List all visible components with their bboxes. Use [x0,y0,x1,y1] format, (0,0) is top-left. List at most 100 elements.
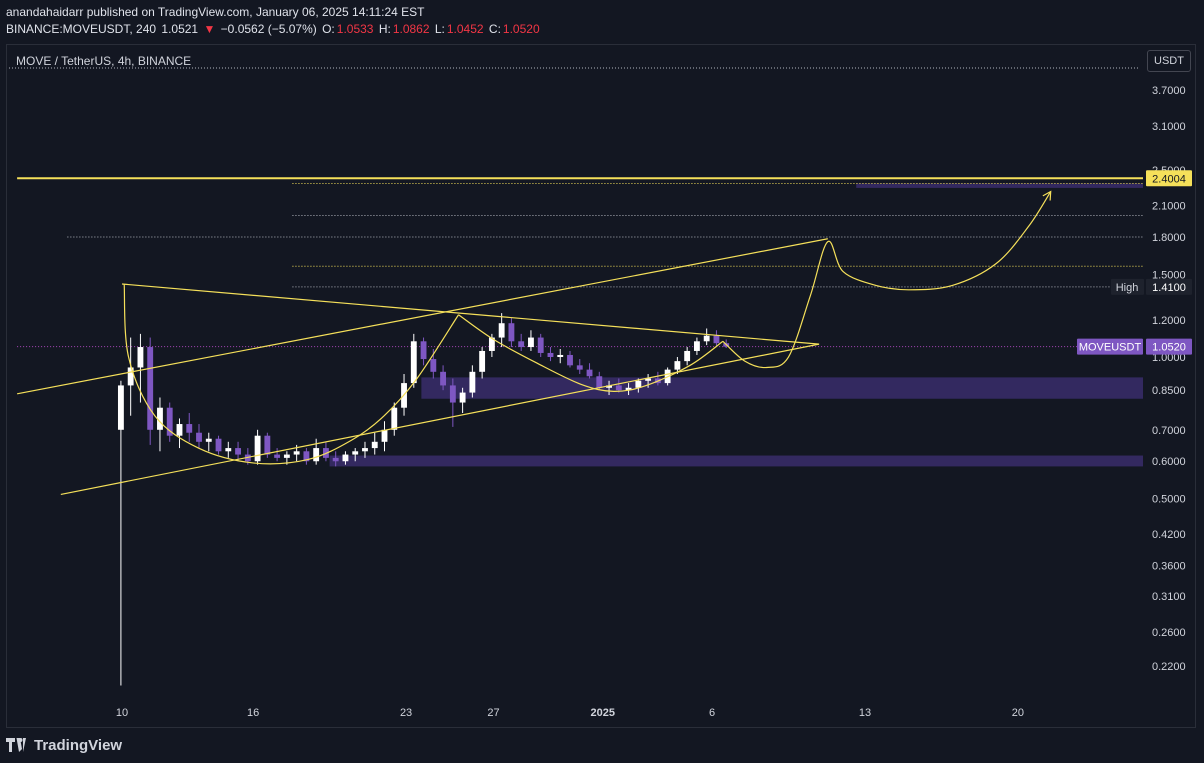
close-value: 1.0520 [502,22,540,36]
candle-body [528,337,534,348]
candle-body [264,435,271,455]
candle-body [127,367,134,386]
x-tick-label: 10 [116,707,128,719]
candle-body [576,365,583,370]
high-value: 1.0862 [392,22,430,36]
candle-body [684,350,691,362]
last-price: 1.0521 [161,22,199,36]
candle-body [196,432,202,442]
candle-body [117,385,124,430]
candle-body [274,454,281,458]
candle-body [557,354,564,358]
high-label-badge [1111,278,1144,295]
chart-title: MOVE / TetherUS, 4h, BINANCE [16,54,192,68]
candle-body [645,378,652,381]
y-tick-label: 0.6000 [1152,456,1186,468]
publish-header: anandahaidarr published on TradingView.c… [0,0,1204,44]
symbol-label: BINANCE:MOVEUSDT, 240 [6,22,157,36]
open-value: 1.0533 [336,22,374,36]
candle-body [352,451,359,455]
candle-body [293,451,300,455]
candle-body [215,438,222,452]
target-price-value: 2.4004 [1152,173,1186,185]
high-price-badge [1146,278,1192,295]
y-tick-label: 2.1000 [1152,201,1186,213]
candle-body [537,337,544,353]
candle-body [615,385,622,391]
candle-body [147,347,154,430]
candle-body [362,448,368,452]
open-label: O: [322,22,335,36]
x-tick-label: 27 [487,707,499,719]
candle-body [391,407,398,430]
ohlc-line: BINANCE:MOVEUSDT, 240 1.0521 ▼ −0.0562 (… [6,22,542,36]
candle-body [693,341,700,351]
candle-body [508,323,515,342]
tradingview-logo-icon [6,738,26,752]
candle-body [137,347,144,368]
candle-body [625,387,632,391]
y-tick-label: 0.3100 [1152,591,1186,603]
candle-body [479,350,486,372]
candle-body [703,335,710,342]
projection-curve-1 [458,314,724,392]
y-tick-label: 3.7000 [1152,85,1186,97]
symbol-badge-label: MOVEUSDT [1079,342,1142,354]
tradingview-logo: TradingView [6,735,122,755]
candle-body [371,441,378,449]
x-tick-label: 23 [400,707,412,719]
zone-0 [421,377,1143,399]
candle-body [166,407,173,436]
trend-line-1 [60,343,820,496]
high-label: High [1116,282,1139,294]
candle-body [410,341,417,384]
candle-body [635,380,642,388]
y-tick-label: 0.7000 [1152,425,1186,437]
y-tick-label: 0.2200 [1152,661,1186,673]
symbol-badge [1077,338,1143,355]
y-tick-label: 0.3600 [1152,560,1186,572]
y-tick-label: 3.1000 [1152,121,1186,133]
candle-body [313,448,320,462]
candle-body [157,407,163,430]
x-tick-label: 20 [1012,707,1024,719]
currency-button[interactable]: USDT [1147,50,1191,72]
candle-body [283,454,290,458]
target-price-badge [1146,170,1192,187]
high-price-value: 1.4100 [1152,282,1186,294]
candle-body [459,392,466,403]
candle-body [430,359,437,372]
candle-body [674,361,681,370]
candle-body [254,435,261,462]
candle-body [498,323,505,338]
candle-body [567,354,573,366]
candle-body [586,369,593,377]
y-tick-label: 1.5000 [1152,269,1186,281]
zone-1 [329,455,1143,467]
price-change: −0.0562 (−5.07%) [220,22,317,36]
candle-body [303,451,310,462]
candle-body [713,335,720,344]
candle-body [176,424,183,436]
candle-body [606,385,612,388]
down-arrow-icon: ▼ [203,22,216,36]
candle-body [547,352,554,358]
x-tick-label: 6 [709,707,715,719]
close-label: C: [488,22,501,36]
candle-body [449,385,456,403]
tradingview-brand: TradingView [34,736,123,754]
high-label: H: [378,22,391,36]
candle-body [596,376,603,388]
zone-2 [856,183,1143,188]
y-tick-label: 1.8000 [1152,232,1186,244]
candle-body [381,429,388,442]
candle-body [440,371,447,386]
x-tick-label: 16 [247,707,259,719]
y-tick-label: 1.2000 [1152,315,1186,327]
y-tick-label: 0.8500 [1152,385,1186,397]
y-tick-label: 0.4200 [1152,529,1186,541]
candle-body [342,454,349,462]
y-tick-label: 0.2600 [1152,627,1186,639]
low-label: L: [434,22,445,36]
